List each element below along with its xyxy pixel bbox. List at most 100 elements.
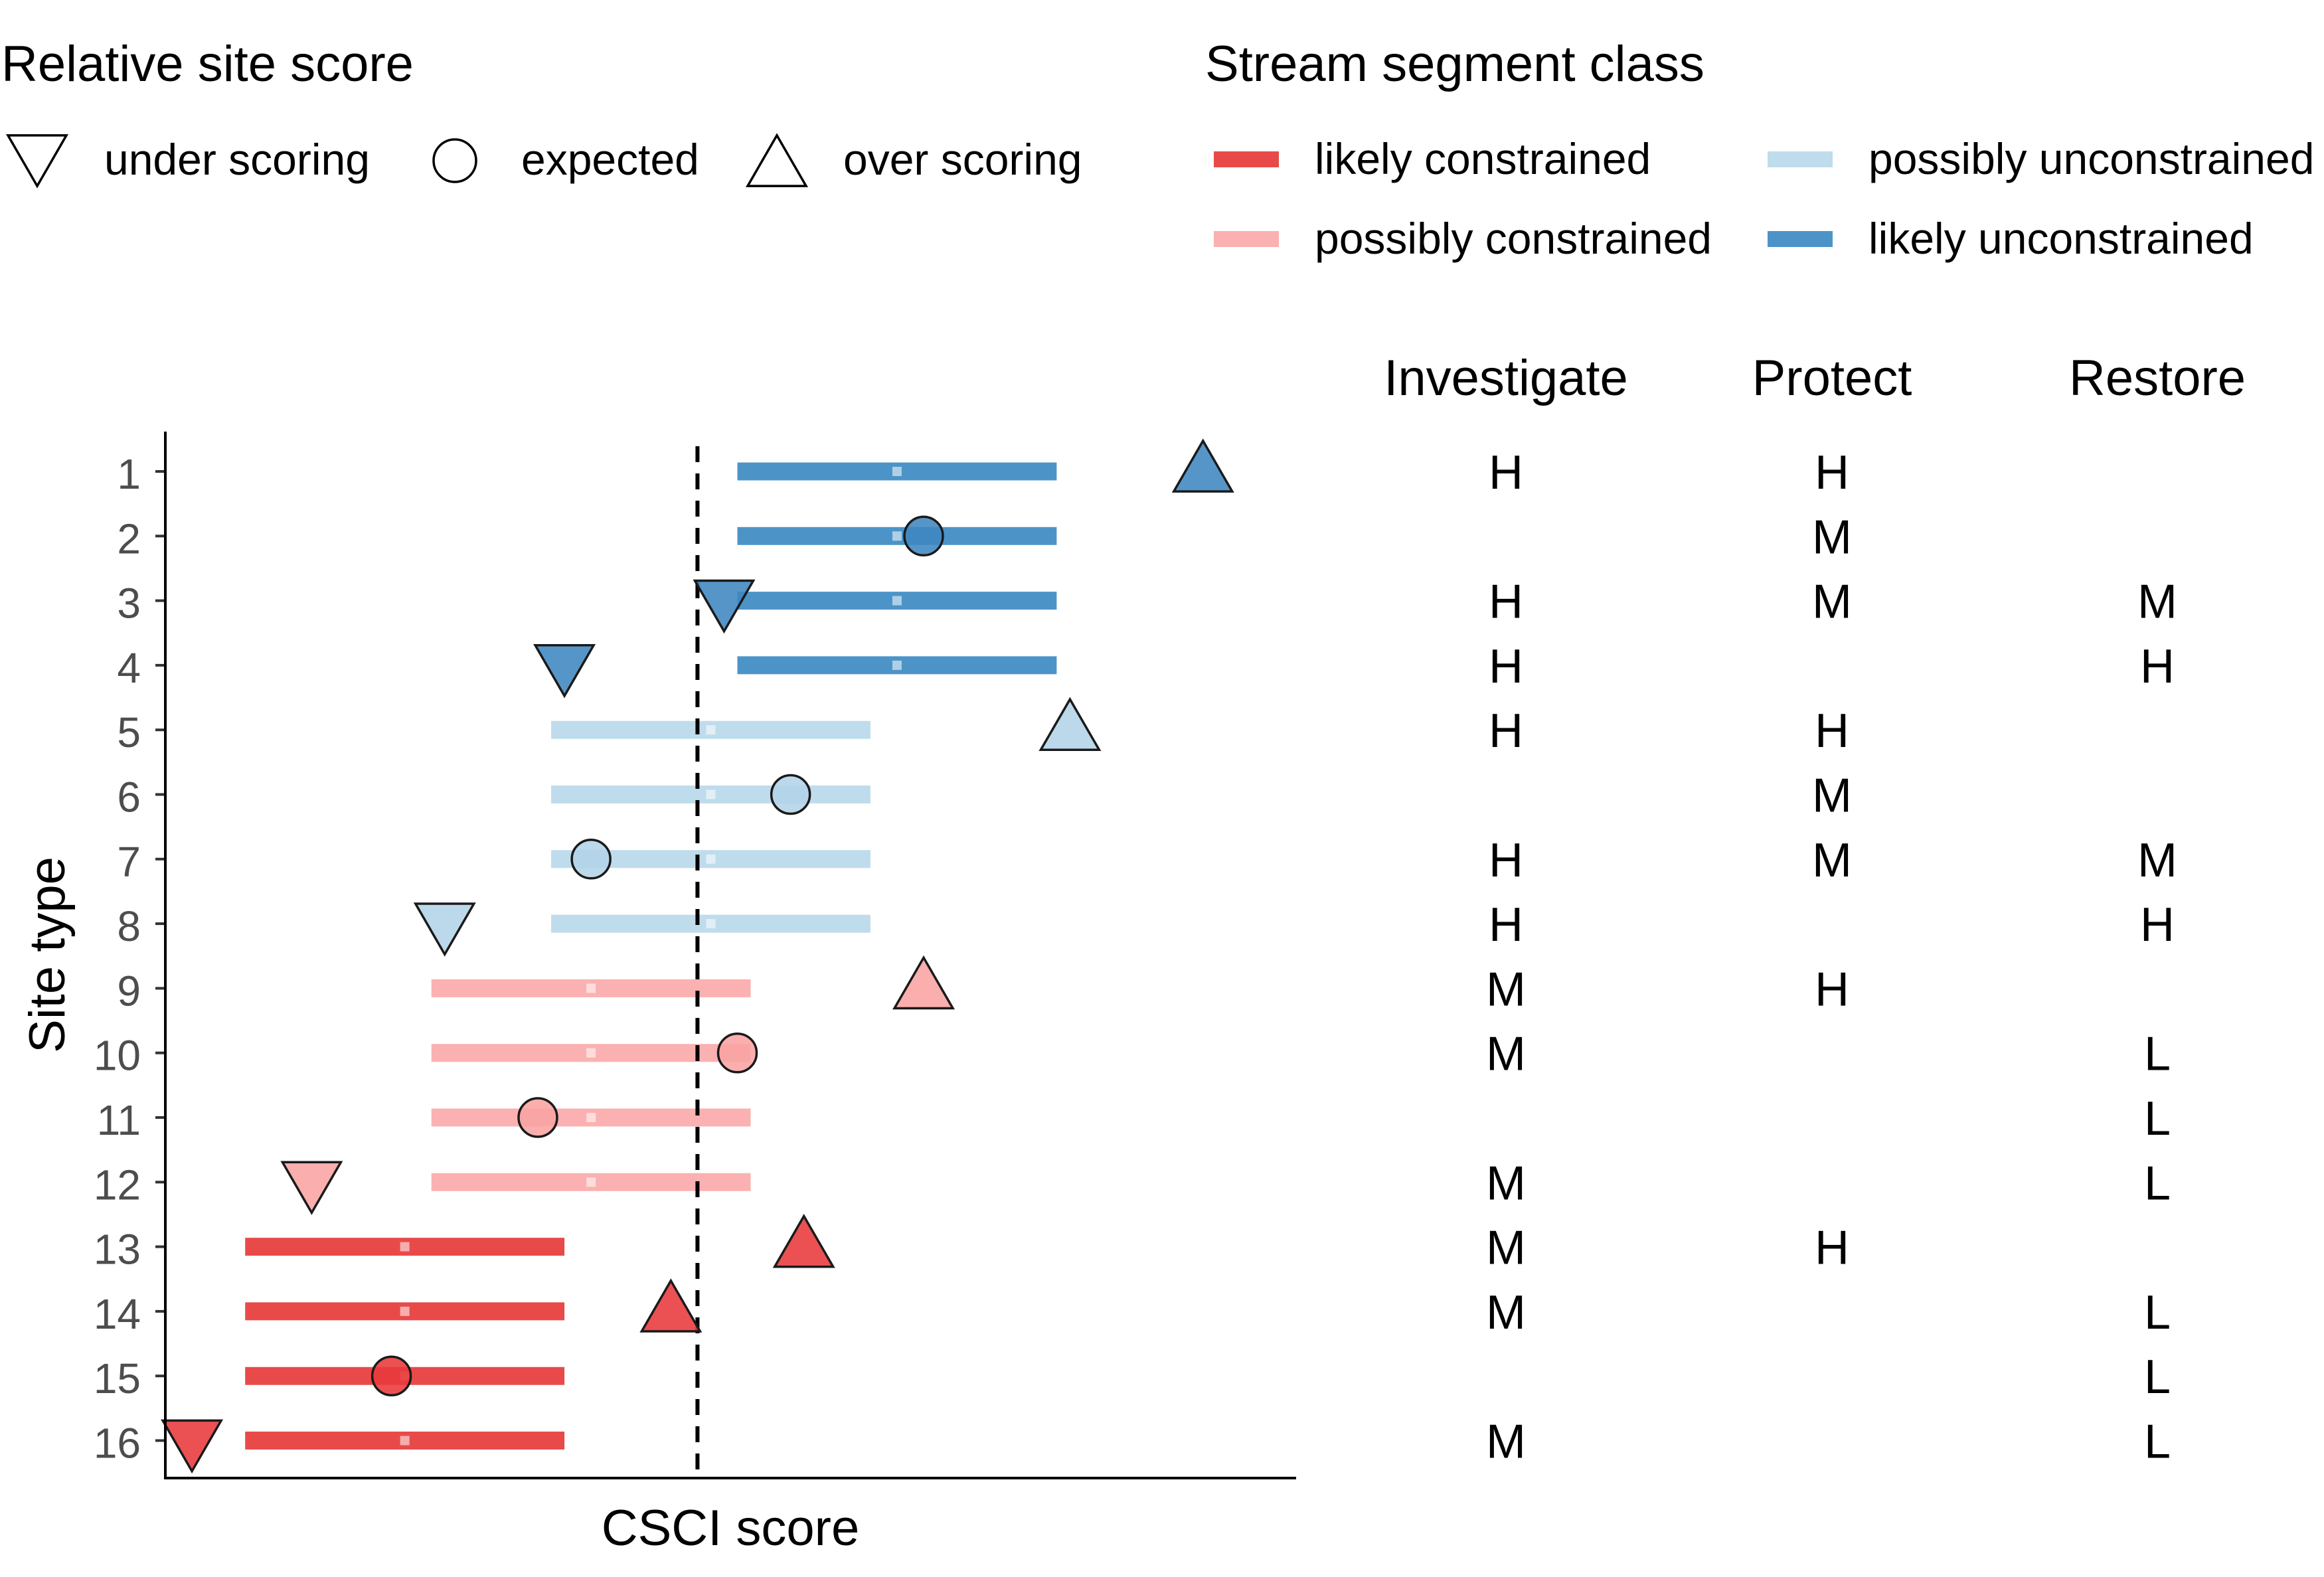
- point-site-13: [772, 1213, 835, 1268]
- priority-cell-protect-site-7: M: [1812, 834, 1852, 887]
- priority-cell-protect-site-3: M: [1812, 576, 1852, 629]
- priority-cell-investigate-site-14: M: [1486, 1286, 1526, 1339]
- priority-cell-investigate-site-8: H: [1489, 898, 1523, 952]
- priority-header-restore: Restore: [2069, 350, 2246, 406]
- priority-cell-investigate-site-3: H: [1489, 576, 1523, 629]
- y-tick-label: 9: [117, 967, 141, 1015]
- priority-cell-restore-site-3: M: [2137, 576, 2177, 629]
- y-tick-label: 2: [117, 515, 141, 562]
- y-tick-label: 12: [94, 1161, 141, 1208]
- priority-cell-restore-site-8: H: [2140, 898, 2175, 952]
- legend-symbol-expected: [432, 138, 477, 183]
- median-markers: [400, 467, 902, 1446]
- point-site-4: [533, 644, 596, 699]
- legend-symbol-under: [5, 134, 69, 189]
- y-axis-title: Site type: [19, 857, 76, 1053]
- priority-cell-investigate-site-7: H: [1489, 834, 1523, 887]
- point-site-14: [639, 1278, 703, 1333]
- point-site-1: [1171, 438, 1234, 493]
- priority-cell-restore-site-15: L: [2144, 1351, 2171, 1404]
- point-site-9: [892, 955, 955, 1010]
- legend-label-under: under scoring: [104, 135, 370, 184]
- priority-cell-investigate-site-1: H: [1489, 446, 1523, 499]
- y-tick-label: 10: [94, 1032, 141, 1080]
- priority-cell-protect-site-13: H: [1815, 1222, 1849, 1275]
- point-site-6: [770, 774, 811, 815]
- priority-cell-protect-site-9: H: [1815, 963, 1849, 1016]
- y-tick-label: 14: [94, 1290, 141, 1338]
- point-site-11: [517, 1097, 558, 1138]
- legend-symbol-over: [745, 133, 809, 187]
- point-site-12: [280, 1161, 343, 1215]
- y-tick-label: 13: [94, 1226, 141, 1274]
- legend-swatch-lc: [1214, 151, 1279, 167]
- legend-label-pu: possibly unconstrained: [1868, 134, 2314, 183]
- x-axis-title: CSCI score: [602, 1500, 860, 1556]
- median-marker-site-6: [706, 789, 716, 799]
- priority-cell-investigate-site-4: H: [1489, 640, 1523, 693]
- y-tick-label: 16: [94, 1420, 141, 1467]
- median-marker-site-12: [586, 1177, 596, 1187]
- priority-cell-restore-site-12: L: [2144, 1157, 2171, 1210]
- priority-header-investigate: Investigate: [1384, 350, 1628, 406]
- priority-cell-investigate-site-9: M: [1486, 963, 1526, 1016]
- priority-header-protect: Protect: [1752, 350, 1912, 406]
- y-tick-label: 7: [117, 838, 141, 886]
- priority-cell-restore-site-10: L: [2144, 1028, 2171, 1081]
- point-site-2: [903, 515, 944, 557]
- priority-cell-investigate-site-5: H: [1489, 705, 1523, 758]
- priority-cell-investigate-site-13: M: [1486, 1222, 1526, 1275]
- legend-relative-site-score: Relative site score under scoring expecte…: [1, 36, 1082, 189]
- y-tick-label: 11: [97, 1096, 141, 1144]
- median-marker-site-10: [586, 1048, 596, 1058]
- priority-table: Investigate Protect Restore H HMH M MH HH HMH…: [1384, 350, 2246, 1469]
- legend-label-over: over scoring: [843, 135, 1082, 184]
- median-marker-site-13: [400, 1242, 410, 1252]
- legend-swatch-pu: [1768, 151, 1833, 167]
- priority-cell-restore-site-16: L: [2144, 1416, 2171, 1469]
- y-tick-label: 5: [117, 708, 141, 756]
- priority-cell-restore-site-4: H: [2140, 640, 2175, 693]
- point-site-8: [413, 902, 476, 957]
- priority-cell-restore-site-14: L: [2144, 1286, 2171, 1339]
- median-marker-site-7: [706, 854, 716, 864]
- legend-swatch-pc: [1214, 231, 1279, 247]
- priority-cell-investigate-site-12: M: [1486, 1157, 1526, 1210]
- legend-class-title: Stream segment class: [1205, 36, 1704, 92]
- priority-cell-restore-site-11: L: [2144, 1092, 2171, 1145]
- y-tick-label: 3: [117, 580, 141, 627]
- priority-cell-investigate-site-16: M: [1486, 1416, 1526, 1469]
- priority-cell-investigate-site-10: M: [1486, 1028, 1526, 1081]
- site-score-points: [161, 438, 1234, 1474]
- median-marker-site-11: [586, 1113, 596, 1122]
- legend-swatch-lu: [1768, 231, 1833, 247]
- priority-cell-restore-site-7: M: [2137, 834, 2177, 887]
- point-site-16: [161, 1419, 224, 1474]
- median-marker-site-4: [892, 660, 902, 670]
- legend-label-lc: likely constrained: [1315, 134, 1651, 183]
- y-tick-label: 4: [117, 644, 141, 692]
- median-marker-site-8: [706, 919, 716, 929]
- y-tick-label: 6: [117, 774, 141, 821]
- median-marker-site-3: [892, 596, 902, 606]
- range-bars: [245, 462, 1057, 1450]
- median-marker-site-14: [400, 1306, 410, 1316]
- point-site-3: [693, 579, 756, 634]
- legend-score-title: Relative site score: [1, 36, 414, 92]
- median-marker-site-16: [400, 1436, 410, 1446]
- y-tick-label: 8: [117, 902, 141, 950]
- priority-cell-protect-site-1: H: [1815, 446, 1849, 499]
- point-site-15: [371, 1355, 412, 1396]
- point-site-7: [570, 839, 612, 880]
- median-marker-site-2: [892, 531, 902, 541]
- priority-cell-protect-site-6: M: [1812, 770, 1852, 823]
- legend-stream-segment-class: Stream segment class likely constrained p…: [1205, 36, 2314, 263]
- legend-label-lu: likely unconstrained: [1868, 214, 2254, 263]
- legend-label-pc: possibly constrained: [1315, 214, 1712, 263]
- point-site-10: [716, 1032, 758, 1074]
- y-tick-label: 1: [117, 450, 141, 498]
- median-marker-site-1: [892, 467, 902, 476]
